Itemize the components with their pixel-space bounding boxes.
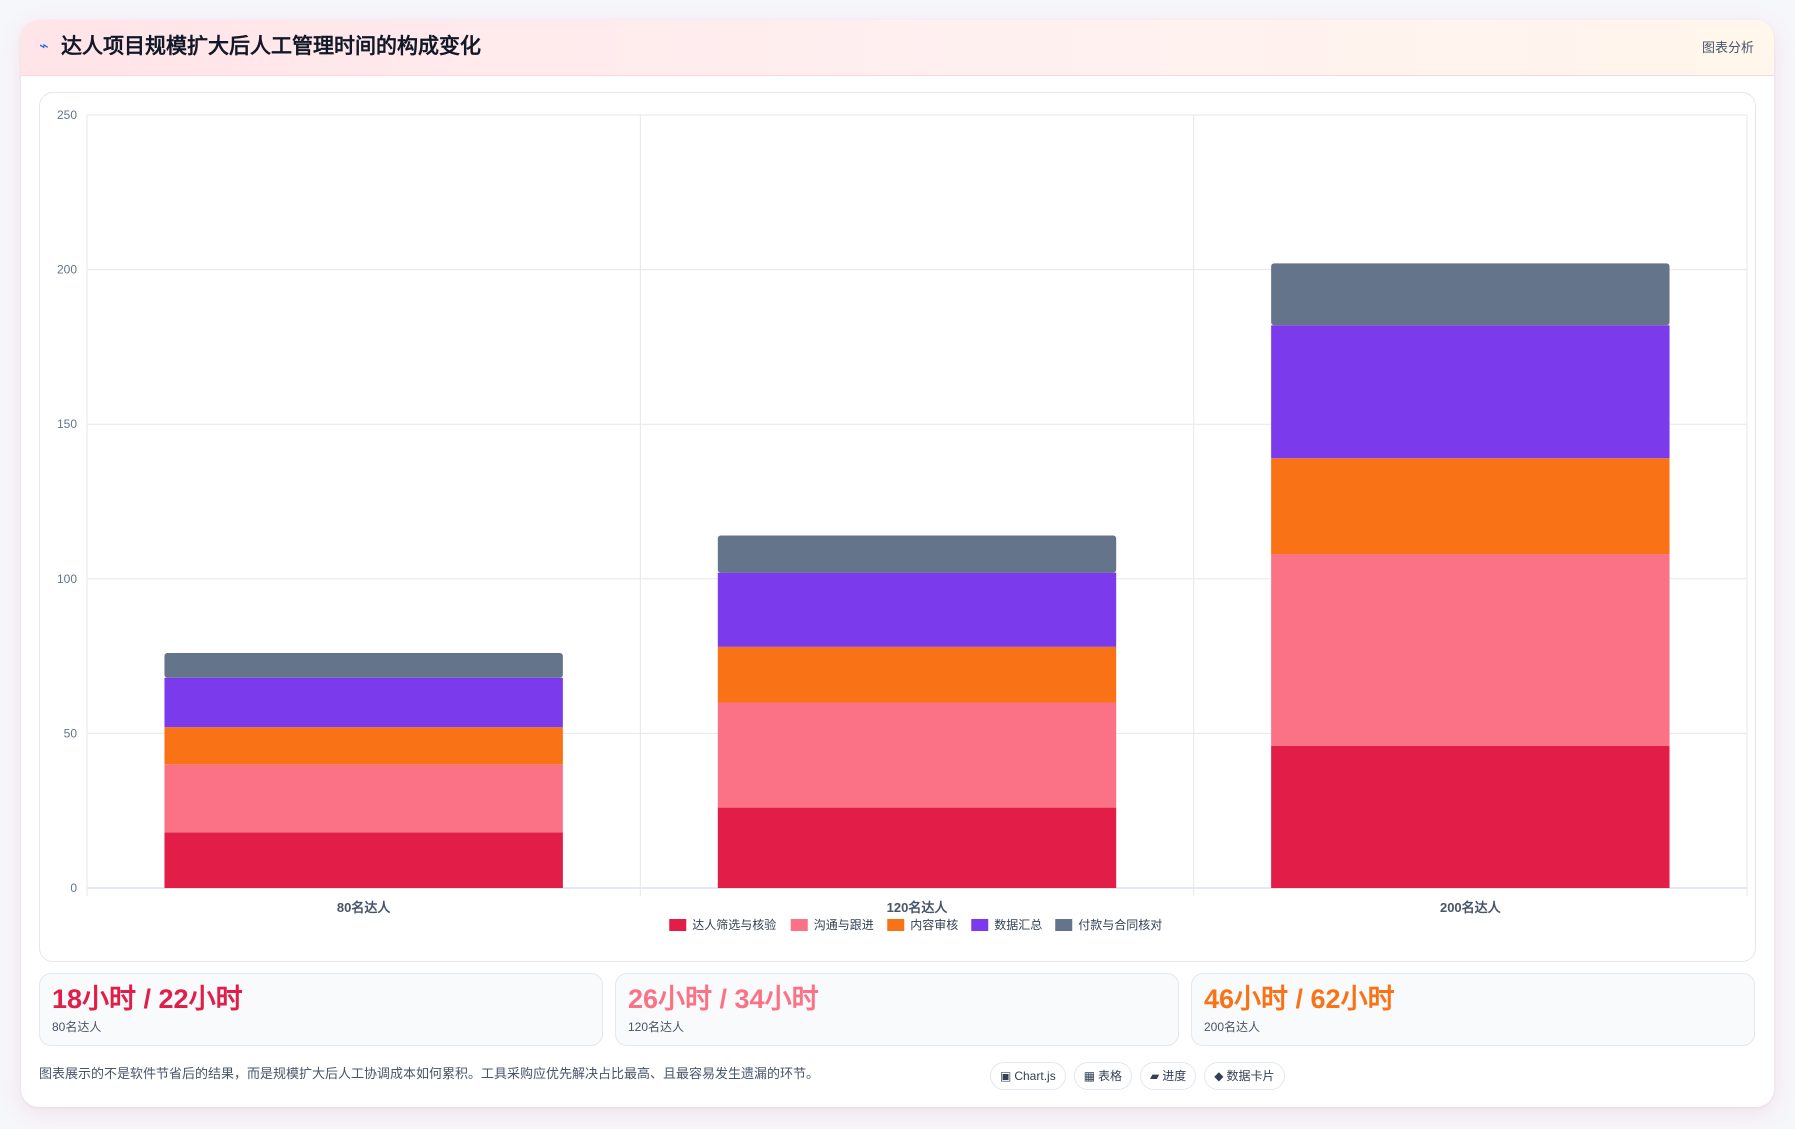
- tool-chips: ▣ Chart.js ▦ 表格 ▰ 进度 ◆ 数据卡片: [990, 1062, 1285, 1090]
- bar-segment: [164, 677, 563, 728]
- progress-icon: ▰: [1150, 1069, 1160, 1083]
- table-icon: ▦: [1083, 1069, 1096, 1083]
- y-tick-label: 0: [70, 881, 77, 895]
- bar-segment: [1271, 745, 1670, 888]
- chart-analysis-link[interactable]: 图表分析: [1701, 40, 1754, 55]
- bar-segment: [164, 832, 563, 888]
- chip-table[interactable]: ▦ 表格: [1073, 1062, 1133, 1090]
- stat-label: 200名达人: [1204, 1020, 1261, 1034]
- legend-label: 沟通与跟进: [814, 918, 874, 932]
- legend-swatch: [971, 919, 989, 931]
- chart-card: ⌁ 达人项目规模扩大后人工管理时间的构成变化 图表分析 0 50 100 150 200…: [21, 20, 1774, 1107]
- stat-card-120: 26小时 / 34小时 120名达人: [615, 973, 1179, 1046]
- bar-segment: [717, 702, 1117, 808]
- x-tick-label: 200名达人: [1440, 900, 1502, 915]
- chip-chartjs[interactable]: ▣ Chart.js: [990, 1062, 1066, 1090]
- chip-label: Chart.js: [1014, 1069, 1056, 1083]
- y-tick-label: 250: [57, 108, 77, 122]
- x-tick-label: 120名达人: [887, 900, 949, 915]
- y-tick-label: 50: [64, 726, 78, 740]
- chip-label: 进度: [1162, 1069, 1187, 1083]
- chip-label: 表格: [1098, 1069, 1123, 1083]
- bar-segment: [1271, 263, 1670, 326]
- legend-swatch: [669, 919, 687, 931]
- diamond-icon: ◆: [1214, 1069, 1224, 1083]
- chip-label: 数据卡片: [1226, 1069, 1275, 1083]
- y-tick-label: 200: [57, 263, 77, 277]
- chip-progress[interactable]: ▰ 进度: [1140, 1062, 1197, 1090]
- legend-label: 内容审核: [910, 917, 958, 932]
- bar-segment: [717, 572, 1117, 647]
- stat-label: 120名达人: [628, 1020, 685, 1034]
- legend-swatch: [887, 919, 905, 931]
- bar-segment: [164, 653, 563, 678]
- page-title: 达人项目规模扩大后人工管理时间的构成变化: [61, 35, 481, 58]
- legend-swatch: [1055, 919, 1073, 931]
- chart-icon: ▣: [1000, 1069, 1012, 1083]
- bar-segment: [717, 646, 1117, 703]
- legend-label: 付款与合同核对: [1078, 917, 1162, 932]
- legend-swatch: [790, 919, 808, 931]
- card-header: ⌁ 达人项目规模扩大后人工管理时间的构成变化 图表分析: [21, 20, 1774, 76]
- bar-segment: [164, 727, 563, 765]
- chart-footnote: 图表展示的不是软件节省后的结果，而是规模扩大后人工协调成本如何累积。工具采购应优…: [39, 1066, 820, 1081]
- stat-value: 18小时 / 22小时: [52, 984, 243, 1014]
- legend-label: 达人筛选与核验: [692, 917, 776, 932]
- stat-card-80: 18小时 / 22小时 80名达人: [39, 973, 603, 1046]
- bar-segment: [717, 535, 1117, 573]
- y-tick-label: 150: [57, 417, 77, 431]
- bar-segment: [164, 764, 563, 833]
- stat-value: 46小时 / 62小时: [1204, 984, 1395, 1014]
- x-tick-label: 80名达人: [337, 900, 391, 915]
- bar-segment: [717, 807, 1117, 888]
- chart-panel: 0 50 100 150 200 250 80名达人 120名达人 200名达人达人筛选与核验 沟…: [39, 92, 1756, 962]
- chip-data-card[interactable]: ◆ 数据卡片: [1204, 1062, 1285, 1090]
- bar-segment: [1271, 554, 1670, 746]
- bar-segment: [1271, 325, 1670, 459]
- stat-value: 26小时 / 34小时: [628, 984, 819, 1014]
- stat-label: 80名达人: [52, 1020, 102, 1034]
- bar-segment: [1271, 458, 1670, 555]
- legend-label: 数据汇总: [994, 917, 1042, 932]
- stat-card-200: 46小时 / 62小时 200名达人: [1191, 973, 1755, 1046]
- y-tick-label: 100: [57, 572, 77, 586]
- chart-line-icon: ⌁: [39, 38, 49, 55]
